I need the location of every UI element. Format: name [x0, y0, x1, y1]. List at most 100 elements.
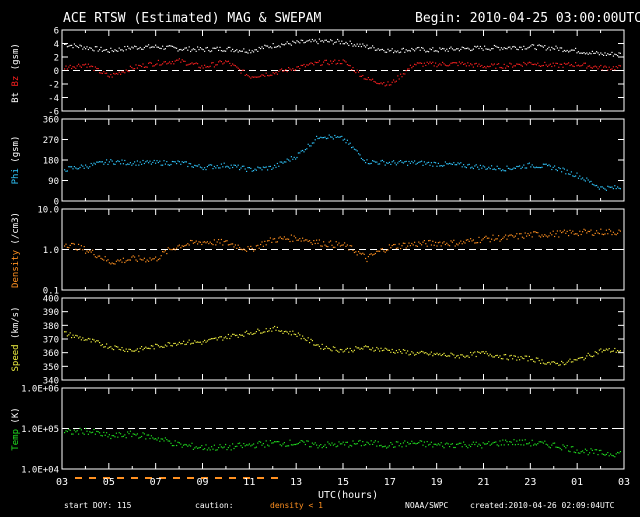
- data-point: [302, 237, 304, 239]
- data-point: [122, 71, 124, 73]
- data-point: [170, 249, 172, 251]
- data-point: [222, 166, 224, 168]
- data-point: [302, 149, 304, 152]
- data-point: [477, 65, 479, 67]
- data-point: [307, 143, 309, 145]
- data-point: [477, 166, 479, 168]
- data-point: [393, 446, 395, 448]
- data-point: [138, 64, 140, 66]
- data-point: [87, 337, 89, 340]
- data-point: [395, 164, 397, 166]
- data-point: [320, 64, 322, 66]
- data-point: [76, 46, 78, 48]
- data-point: [479, 45, 481, 48]
- data-point: [482, 165, 484, 167]
- data-point: [232, 333, 234, 335]
- data-point: [313, 40, 315, 42]
- data-point: [370, 162, 372, 164]
- data-point: [108, 434, 110, 436]
- data-point: [271, 241, 273, 243]
- data-point: [530, 359, 532, 361]
- data-point: [316, 62, 318, 64]
- y-tick-label: -4: [48, 94, 59, 104]
- data-point: [153, 438, 155, 440]
- data-point: [573, 451, 575, 453]
- data-point: [502, 67, 504, 69]
- data-point: [516, 165, 518, 168]
- data-point: [167, 45, 169, 47]
- data-point: [526, 355, 528, 357]
- data-point: [521, 48, 523, 51]
- data-point: [127, 259, 129, 261]
- data-point: [349, 142, 351, 144]
- data-point: [566, 49, 568, 52]
- data-point: [428, 354, 430, 356]
- data-point: [183, 245, 185, 247]
- data-point: [370, 349, 372, 351]
- data-point: [586, 177, 588, 179]
- data-point: [255, 169, 257, 171]
- data-point: [122, 50, 124, 52]
- data-point: [528, 46, 530, 48]
- data-point: [395, 350, 397, 352]
- y-axis-label-part: Temp: [11, 429, 21, 451]
- data-point: [310, 145, 312, 147]
- data-point: [213, 444, 215, 446]
- data-point: [587, 230, 589, 232]
- data-point: [559, 364, 561, 366]
- data-point: [479, 164, 481, 166]
- data-point: [416, 47, 418, 49]
- data-point: [339, 443, 341, 445]
- y-axis-label: Temp (K): [11, 407, 21, 450]
- data-point: [164, 48, 166, 50]
- data-point: [166, 161, 168, 163]
- data-point: [173, 161, 175, 163]
- data-point: [149, 348, 151, 350]
- data-point: [453, 446, 455, 449]
- data-point: [86, 46, 88, 48]
- data-point: [243, 48, 245, 50]
- data-point: [421, 47, 423, 49]
- data-point: [206, 340, 208, 342]
- data-point: [131, 46, 133, 48]
- data-point: [118, 432, 120, 434]
- y-tick-label: -6: [48, 108, 59, 118]
- data-point: [241, 50, 243, 52]
- data-point: [311, 340, 313, 342]
- data-point: [475, 242, 477, 244]
- data-point: [176, 47, 178, 49]
- data-point: [99, 255, 101, 257]
- data-point: [387, 81, 389, 83]
- data-point: [538, 441, 540, 443]
- data-point: [257, 244, 259, 246]
- data-point: [506, 238, 508, 240]
- data-point: [120, 73, 122, 75]
- data-point: [171, 45, 173, 47]
- data-point: [563, 229, 565, 231]
- data-point: [367, 163, 369, 165]
- data-point: [197, 447, 199, 449]
- x-tick-label: 17: [384, 477, 396, 488]
- data-point: [128, 163, 130, 165]
- data-point: [393, 351, 395, 353]
- data-point: [192, 342, 194, 344]
- data-point: [531, 236, 533, 238]
- data-point: [407, 441, 409, 443]
- data-point: [387, 249, 389, 251]
- data-point: [251, 444, 253, 446]
- data-point: [556, 170, 558, 172]
- data-point: [516, 48, 518, 50]
- data-point: [383, 49, 385, 52]
- data-point: [128, 433, 130, 435]
- data-point: [416, 245, 418, 247]
- data-point: [145, 438, 147, 440]
- data-point: [111, 160, 113, 162]
- data-point: [212, 47, 214, 49]
- data-point: [131, 164, 133, 166]
- data-point: [384, 164, 386, 166]
- data-point: [265, 440, 267, 442]
- data-point: [289, 240, 291, 243]
- data-point: [276, 45, 278, 48]
- data-point: [212, 62, 214, 64]
- data-point: [523, 358, 525, 360]
